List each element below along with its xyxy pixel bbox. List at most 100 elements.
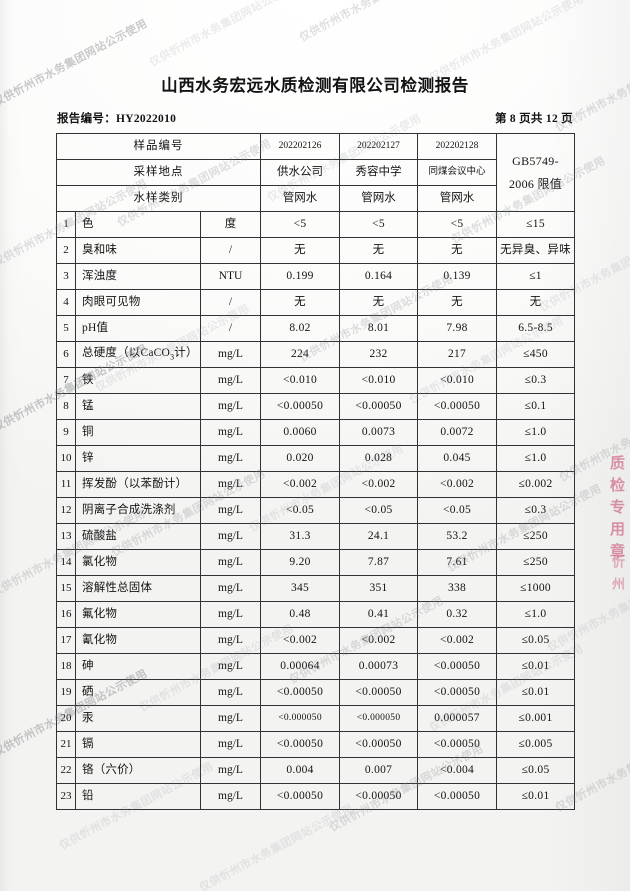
sample-1-value: <0.00050	[260, 731, 341, 758]
row-index: 13	[56, 523, 76, 550]
table-row: 3 浑浊度 NTU 0.199 0.164 0.139 ≤1	[56, 263, 576, 290]
parameter-unit: NTU	[199, 263, 262, 290]
table-header-row: 采样地点 供水公司 秀容中学 同煤会议中心	[55, 159, 575, 186]
table-row: 18 砷 mg/L 0.00064 0.00073 <0.00050 ≤0.01	[56, 653, 576, 680]
row-index: 16	[56, 601, 76, 628]
sample-1-value: <0.010	[260, 367, 341, 394]
row-index: 19	[56, 679, 76, 706]
row-index: 1	[56, 211, 76, 238]
sample-1-value: <0.00050	[260, 393, 341, 420]
sample-2-value: <0.00050	[339, 783, 419, 810]
sample-1-value: 无	[260, 237, 341, 264]
parameter-name: 溶解性总固体	[75, 575, 201, 602]
limit-value: ≤0.005	[496, 731, 576, 758]
table-row: 19 硒 mg/L <0.00050 <0.00050 <0.00050 ≤0.01	[56, 679, 576, 706]
limit-value: ≤1	[496, 263, 576, 290]
header-label: 水样类别	[55, 185, 262, 212]
limit-value: ≤0.001	[496, 705, 576, 732]
limit-value: ≤1.0	[496, 445, 576, 472]
parameter-name: 铁	[75, 367, 201, 394]
row-index: 20	[56, 705, 76, 732]
table-row: 11 挥发酚（以苯酚计） mg/L <0.002 <0.002 <0.002 ≤0.002	[56, 471, 576, 498]
header-sample-value: 供水公司	[260, 159, 341, 186]
sample-3-value: 7.98	[417, 315, 498, 342]
parameter-unit: mg/L	[199, 705, 262, 732]
parameter-unit: /	[199, 237, 262, 264]
row-index: 21	[56, 731, 76, 758]
sample-1-value: 无	[260, 289, 341, 316]
table-row: 2 臭和味 / 无无无无异臭、异味	[56, 237, 576, 264]
header-label: 样品编号	[55, 133, 262, 160]
page-indicator: 第 8 页共 12 页	[494, 113, 573, 125]
parameter-name: 硫酸盐	[75, 523, 201, 550]
header-sample-value: 管网水	[339, 185, 419, 212]
sample-1-value: 8.02	[260, 315, 341, 342]
header-sample-value: 管网水	[260, 185, 341, 212]
sample-1-value: <0.00050	[260, 783, 341, 810]
header-sample-value: 同煤会议中心	[417, 159, 498, 186]
row-index: 3	[56, 263, 76, 290]
row-index: 18	[56, 653, 76, 680]
sample-3-value: <5	[417, 211, 498, 238]
table-row: 21 镉 mg/L <0.00050 <0.00050 <0.00050 ≤0.005	[56, 731, 576, 758]
sample-2-value: <0.010	[339, 367, 419, 394]
header-sample-value: 202202127	[339, 133, 419, 160]
sample-2-value: <0.000050	[339, 705, 419, 732]
sample-2-value: <0.002	[339, 471, 419, 498]
parameter-name: 总硬度（以CaCO3计）	[75, 341, 201, 368]
sample-3-value: <0.00050	[417, 783, 498, 810]
limit-value: ≤0.002	[496, 471, 576, 498]
row-index: 22	[56, 757, 76, 784]
sample-1-value: <0.00050	[260, 679, 341, 706]
table-row: 1 色度 <5 <5 <5 ≤15	[56, 211, 576, 238]
parameter-name: pH值	[75, 315, 201, 342]
parameter-name: 汞	[75, 705, 201, 732]
header-label: 采样地点	[55, 159, 262, 186]
sample-3-value: 53.2	[417, 523, 498, 550]
limit-value: 无	[496, 289, 576, 316]
parameter-name: 硒	[75, 679, 201, 706]
parameter-name: 臭和味	[75, 237, 201, 264]
header-sample-value: 管网水	[417, 185, 498, 212]
sample-1-value: <0.002	[260, 627, 341, 654]
parameter-unit: mg/L	[199, 679, 262, 706]
limit-value: ≤1.0	[496, 601, 576, 628]
sample-1-value: 345	[260, 575, 341, 602]
sample-2-value: 0.41	[339, 601, 419, 628]
table-row: 22 铬（六价） mg/L 0.004 0.007 <0.004 ≤0.05	[56, 757, 576, 784]
sample-1-value: 0.48	[260, 601, 341, 628]
row-index: 4	[56, 289, 76, 316]
sample-3-value: 0.045	[417, 445, 498, 472]
sample-3-value: <0.05	[417, 497, 498, 524]
header-sample-value: 202202126	[260, 133, 341, 160]
table-row: 8 锰 mg/L <0.00050 <0.00050 <0.00050 ≤0.1	[56, 393, 576, 420]
parameter-unit: /	[199, 315, 262, 342]
table-row: 14 氯化物 mg/L 9.20 7.87 7.61 ≤250	[56, 549, 576, 576]
limit-value: ≤0.01	[496, 783, 576, 810]
row-index: 15	[56, 575, 76, 602]
sample-2-value: 8.01	[339, 315, 419, 342]
sample-2-value: 0.164	[339, 263, 419, 290]
parameter-unit: mg/L	[199, 783, 262, 810]
row-index: 23	[56, 783, 76, 810]
table-row: 20 汞 mg/L <0.000050 <0.000050 0.000057 ≤0.001	[56, 705, 576, 732]
sample-2-value: 0.00073	[339, 653, 419, 680]
sample-1-value: 0.0060	[260, 419, 341, 446]
limit-value: ≤1.0	[496, 419, 576, 446]
parameter-name: 阴离子合成洗涤剂	[75, 497, 201, 524]
parameter-unit: mg/L	[199, 523, 262, 550]
row-index: 17	[56, 627, 76, 654]
page-title: 山西水务宏远水质检测有限公司检测报告	[161, 76, 469, 95]
row-index: 14	[56, 549, 76, 576]
limit-value: ≤0.1	[496, 393, 576, 420]
sample-2-value: 0.028	[339, 445, 419, 472]
parameter-name: 铜	[75, 419, 201, 446]
sample-1-value: 9.20	[260, 549, 341, 576]
table-row: 15 溶解性总固体 mg/L 345 351 338 ≤1000	[56, 575, 576, 602]
sample-2-value: <0.00050	[339, 731, 419, 758]
report-number: 报告编号：HY2022010	[57, 113, 177, 125]
table-row: 4 肉眼可见物 / 无无无无	[56, 289, 576, 316]
water-quality-results-table: 样品编号 202202126 202202127 202202128 GB5749- 20…	[55, 133, 576, 810]
row-index: 10	[56, 445, 76, 472]
sample-3-value: 无	[417, 289, 498, 316]
